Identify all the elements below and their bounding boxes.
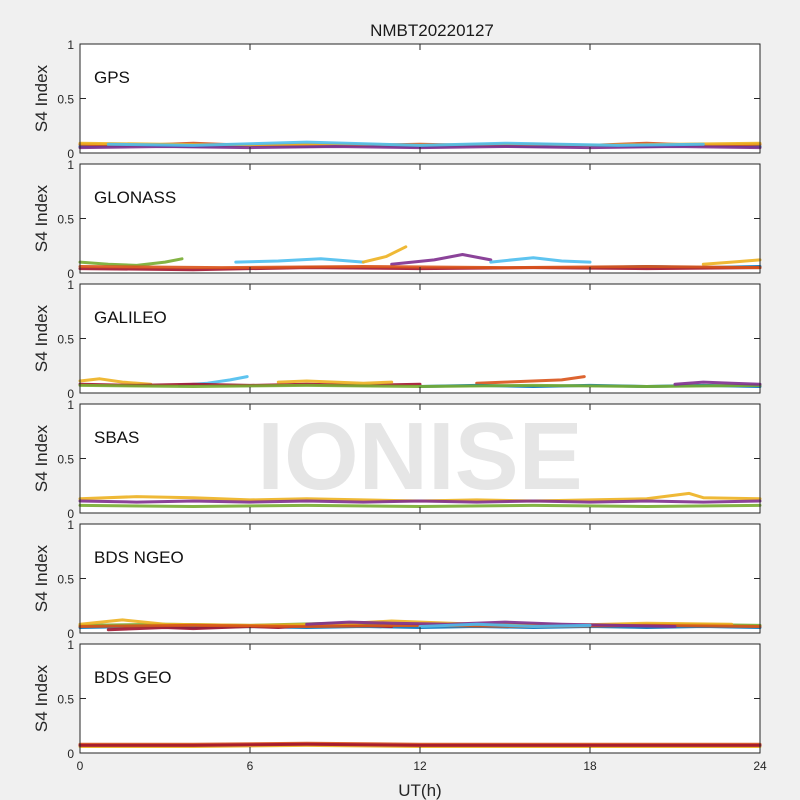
panel-label: GALILEO [94, 308, 167, 327]
series-1 [78, 499, 762, 504]
y-tick-label: 0.5 [57, 333, 74, 347]
y-tick-label: 0.5 [57, 453, 74, 467]
panel-2: 0 0.5 1 GALILEO S4 Index [32, 278, 762, 401]
y-tick-label: 0 [67, 387, 74, 401]
panel-stack: 0 0.5 1 GPS S4 Index 0 0.5 1 GLONASS S4 Index 0 0.5… [32, 38, 767, 773]
y-tick-label: 0.5 [57, 573, 74, 587]
series-2 [78, 742, 762, 747]
panel-label: GPS [94, 68, 130, 87]
x-tick-label: 18 [583, 759, 597, 773]
y-axis-label: S4 Index [32, 184, 51, 252]
y-axis-label: S4 Index [32, 544, 51, 612]
y-tick-label: 1 [67, 398, 74, 412]
y-tick-label: 0 [67, 147, 74, 161]
panel-5: 0 0.5 1 0 6 12 18 24 BDS GEO S4 Index [32, 638, 767, 773]
series-4 [489, 256, 592, 264]
y-axis-label: S4 Index [32, 664, 51, 732]
series-1 [234, 257, 365, 264]
axes-background [80, 404, 760, 513]
series-8 [78, 265, 762, 270]
series-0 [78, 257, 184, 267]
x-tick-label: 12 [413, 759, 427, 773]
panel-label: BDS GEO [94, 668, 171, 687]
y-tick-label: 1 [67, 278, 74, 292]
panel-1: 0 0.5 1 GLONASS S4 Index [32, 158, 762, 281]
axes-background [80, 164, 760, 273]
series-2 [78, 503, 762, 508]
y-tick-label: 0 [67, 627, 74, 641]
y-tick-label: 1 [67, 38, 74, 52]
axes-background [80, 524, 760, 633]
y-tick-label: 1 [67, 638, 74, 652]
y-tick-label: 0 [67, 507, 74, 521]
series-3 [390, 253, 493, 266]
x-tick-label: 24 [753, 759, 767, 773]
y-tick-label: 0 [67, 267, 74, 281]
panel-3: IONISE 0 0.5 1 SBAS S4 Index [32, 398, 762, 521]
y-tick-label: 1 [67, 158, 74, 172]
series-6 [701, 258, 762, 266]
y-axis-label: S4 Index [32, 424, 51, 492]
y-tick-label: 0.5 [57, 213, 74, 227]
y-tick-label: 0 [67, 747, 74, 761]
series-6 [78, 383, 762, 388]
series-6 [418, 622, 592, 628]
y-tick-label: 1 [67, 518, 74, 532]
panel-label: SBAS [94, 428, 139, 447]
series-4 [106, 140, 705, 147]
y-tick-label: 0.5 [57, 93, 74, 107]
axes-background [80, 644, 760, 753]
series-7 [673, 380, 762, 386]
axes-background [80, 284, 760, 393]
series-0 [78, 377, 153, 386]
x-tick-label: 6 [247, 759, 254, 773]
axes-background [80, 44, 760, 153]
series-2 [361, 245, 408, 264]
x-tick-label: 0 [77, 759, 84, 773]
series-3 [276, 379, 394, 385]
panel-label: BDS NGEO [94, 548, 184, 567]
x-axis-label: UT(h) [398, 781, 441, 800]
panel-0: 0 0.5 1 GPS S4 Index [32, 38, 762, 161]
panel-4: 0 0.5 1 BDS NGEO S4 Index [32, 518, 762, 641]
y-axis-label: S4 Index [32, 304, 51, 372]
y-axis-label: S4 Index [32, 64, 51, 132]
watermark: IONISE [257, 403, 582, 510]
y-tick-label: 0.5 [57, 693, 74, 707]
figure-title: NMBT20220127 [370, 21, 494, 40]
series-4 [475, 375, 586, 385]
panel-label: GLONASS [94, 188, 176, 207]
